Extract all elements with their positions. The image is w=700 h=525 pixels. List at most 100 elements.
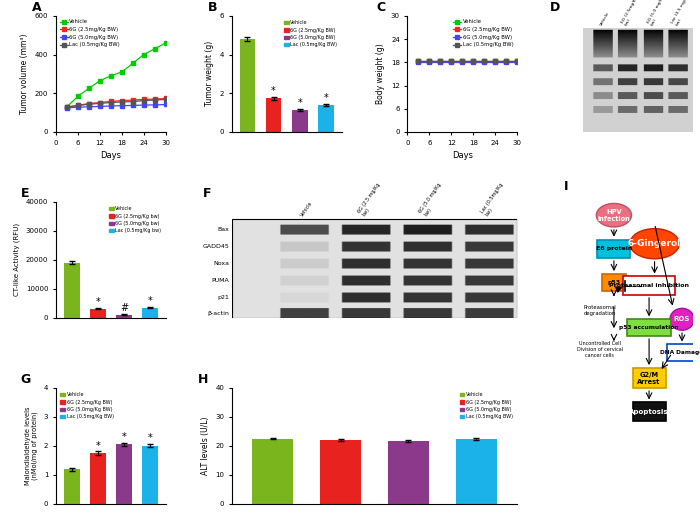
- Text: β-actin: β-actin: [208, 311, 230, 316]
- Text: 6G (5.0 mg/Kg
bw): 6G (5.0 mg/Kg bw): [419, 182, 447, 217]
- 6G (2.5mg/Kg BW): [85, 100, 93, 107]
- Text: *: *: [148, 433, 153, 443]
- Lac (0.5mg/Kg BW): [447, 58, 456, 65]
- Y-axis label: CT-like Activity (RFU): CT-like Activity (RFU): [14, 223, 20, 297]
- Bar: [64, 469, 80, 504]
- Bar: [142, 308, 158, 318]
- Text: *: *: [323, 92, 328, 102]
- Legend: Vehicle, 6G (2.5mg/Kg BW), 6G (5.0mg/Kg BW), Lac (0.5mg/Kg BW): Vehicle, 6G (2.5mg/Kg BW), 6G (5.0mg/Kg …: [59, 18, 121, 48]
- 6G (2.5mg/Kg BW): [458, 58, 467, 65]
- Y-axis label: ALT levels (U/L): ALT levels (U/L): [200, 417, 209, 475]
- Vehicle: [447, 58, 456, 65]
- Lac (0.5mg/Kg BW): [85, 101, 93, 108]
- 6G (5.0mg/Kg BW): [162, 101, 170, 108]
- Text: HPV
infection: HPV infection: [598, 208, 630, 222]
- Legend: Vehicle, 6G (2.5mg/Kg BW), 6G (5.0mg/Kg BW), Lac (0.5mg/Kg BW): Vehicle, 6G (2.5mg/Kg BW), 6G (5.0mg/Kg …: [58, 390, 116, 422]
- Vehicle: [162, 40, 170, 46]
- 6G (2.5mg/Kg BW): [480, 58, 489, 65]
- Bar: [252, 438, 293, 504]
- 6G (5.0mg/Kg BW): [491, 59, 500, 65]
- Text: PUMA: PUMA: [212, 278, 230, 283]
- Line: Lac (0.5mg/Kg BW): Lac (0.5mg/Kg BW): [416, 60, 519, 63]
- 6G (2.5mg/Kg BW): [513, 58, 522, 65]
- 6G (5.0mg/Kg BW): [480, 59, 489, 65]
- 6G (5.0mg/Kg BW): [513, 59, 522, 65]
- Vehicle: [118, 69, 126, 75]
- Vehicle: [480, 58, 489, 65]
- Legend: Vehicle, 6G (2.5mg/Kg BW), 6G (5.0mg/Kg BW), Lac (0.5mg/Kg BW): Vehicle, 6G (2.5mg/Kg BW), 6G (5.0mg/Kg …: [452, 18, 514, 48]
- Text: *: *: [122, 432, 127, 442]
- Lac (0.5mg/Kg BW): [425, 58, 433, 65]
- Lac (0.5mg/Kg BW): [106, 99, 115, 106]
- Lac (0.5mg/Kg BW): [414, 58, 423, 65]
- Lac (0.5mg/Kg BW): [129, 98, 137, 104]
- Legend: Vehicle, 6G (2.5mg/Kg bw), 6G (5.0mg/Kg bw), Lac (0.5mg/Kg bw): Vehicle, 6G (2.5mg/Kg bw), 6G (5.0mg/Kg …: [107, 204, 163, 235]
- Vehicle: [63, 103, 71, 110]
- 6G (5.0mg/Kg BW): [140, 102, 148, 108]
- Ellipse shape: [670, 308, 694, 330]
- Text: p21: p21: [218, 295, 230, 300]
- Bar: [116, 445, 132, 504]
- FancyBboxPatch shape: [666, 344, 697, 361]
- FancyBboxPatch shape: [627, 319, 671, 336]
- Text: Noxa: Noxa: [214, 261, 230, 266]
- Lac (0.5mg/Kg BW): [63, 104, 71, 110]
- Lac (0.5mg/Kg BW): [162, 96, 170, 102]
- FancyBboxPatch shape: [633, 368, 666, 388]
- Text: E6 protein: E6 protein: [596, 246, 632, 251]
- Line: 6G (2.5mg/Kg BW): 6G (2.5mg/Kg BW): [65, 97, 167, 109]
- Vehicle: [458, 58, 467, 65]
- Line: Vehicle: Vehicle: [416, 60, 519, 63]
- Text: *: *: [271, 86, 276, 96]
- 6G (2.5mg/Kg BW): [469, 58, 477, 65]
- Bar: [232, 219, 517, 318]
- Text: 6-Gingerol: 6-Gingerol: [628, 239, 681, 248]
- Ellipse shape: [630, 228, 679, 259]
- 6G (2.5mg/Kg BW): [425, 58, 433, 65]
- Text: A: A: [32, 1, 41, 14]
- 6G (2.5mg/Kg BW): [150, 96, 159, 102]
- Ellipse shape: [596, 203, 631, 227]
- 6G (2.5mg/Kg BW): [129, 97, 137, 103]
- FancyBboxPatch shape: [602, 274, 626, 291]
- Text: *: *: [298, 98, 302, 108]
- 6G (2.5mg/Kg BW): [118, 98, 126, 104]
- Line: Vehicle: Vehicle: [65, 41, 167, 109]
- Line: 6G (5.0mg/Kg BW): 6G (5.0mg/Kg BW): [65, 103, 167, 110]
- 6G (2.5mg/Kg BW): [502, 58, 510, 65]
- Bar: [116, 315, 132, 318]
- Text: B: B: [208, 1, 217, 14]
- Lac (0.5mg/Kg BW): [96, 100, 104, 107]
- Vehicle: [85, 85, 93, 91]
- 6G (2.5mg/Kg BW): [74, 102, 82, 109]
- Lac (0.5mg/Kg BW): [458, 58, 467, 65]
- 6G (2.5mg/Kg BW): [96, 99, 104, 106]
- 6G (5.0mg/Kg BW): [96, 103, 104, 110]
- 6G (2.5mg/Kg BW): [491, 58, 500, 65]
- Text: I: I: [564, 180, 568, 193]
- Lac (0.5mg/Kg BW): [74, 102, 82, 109]
- Lac (0.5mg/Kg BW): [140, 98, 148, 104]
- Text: Proteasomal
degradation: Proteasomal degradation: [583, 306, 616, 316]
- Y-axis label: Tumor volume (mm³): Tumor volume (mm³): [20, 34, 29, 114]
- Bar: [90, 309, 106, 318]
- Vehicle: [140, 51, 148, 58]
- Bar: [292, 110, 307, 132]
- Bar: [90, 453, 106, 504]
- Text: C: C: [377, 1, 386, 14]
- Text: *: *: [148, 296, 153, 306]
- 6G (5.0mg/Kg BW): [129, 102, 137, 109]
- Vehicle: [513, 58, 522, 65]
- Bar: [266, 98, 281, 132]
- Vehicle: [96, 78, 104, 84]
- Text: D: D: [550, 1, 561, 14]
- 6G (5.0mg/Kg BW): [150, 102, 159, 108]
- Vehicle: [150, 46, 159, 52]
- Text: 6G (5.0 mg/Kg
bw): 6G (5.0 mg/Kg bw): [646, 0, 669, 26]
- Text: #: #: [120, 303, 128, 313]
- Vehicle: [106, 72, 115, 79]
- 6G (5.0mg/Kg BW): [118, 102, 126, 109]
- Text: ROS: ROS: [674, 316, 690, 322]
- Vehicle: [74, 93, 82, 99]
- Text: Uncontrolled Cell
Division of cervical
cancer cells: Uncontrolled Cell Division of cervical c…: [577, 341, 623, 358]
